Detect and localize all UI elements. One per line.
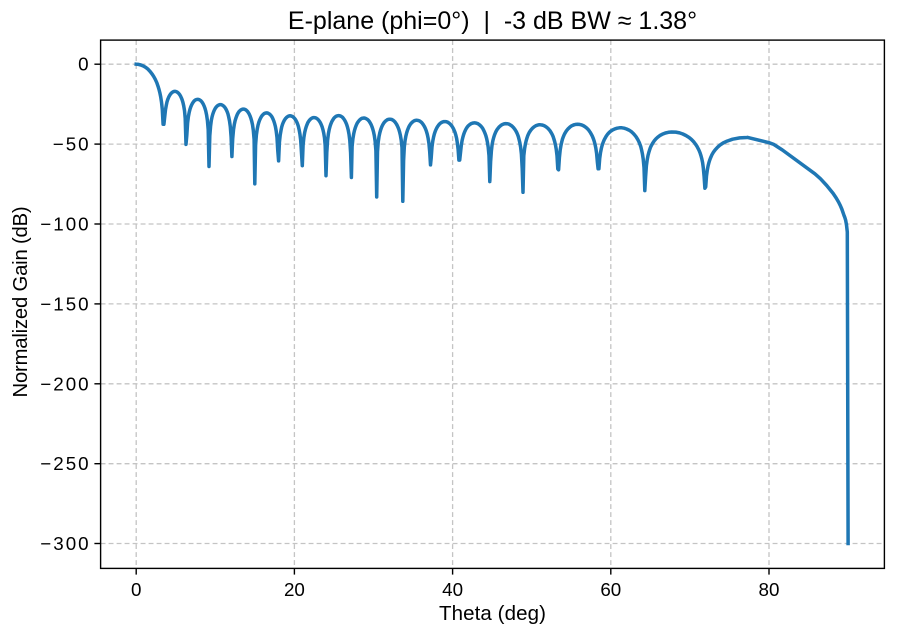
svg-text:60: 60	[600, 579, 621, 600]
svg-text:−250: −250	[40, 453, 90, 474]
svg-text:E-plane (phi=0°) | -3 dB BW: E-plane (phi=0°) | -3 dB BW ≈ 1.38°	[288, 7, 697, 35]
svg-text:−200: −200	[40, 373, 90, 394]
svg-text:Normalized Gain (dB): Normalized Gain (dB)	[10, 207, 32, 398]
svg-text:−50: −50	[53, 134, 91, 155]
svg-text:Theta (deg): Theta (deg)	[439, 602, 546, 625]
svg-text:20: 20	[284, 579, 305, 600]
svg-text:0: 0	[131, 579, 141, 600]
svg-text:80: 80	[759, 579, 780, 600]
svg-text:40: 40	[442, 579, 463, 600]
svg-text:−150: −150	[40, 293, 90, 314]
svg-text:−100: −100	[40, 214, 90, 235]
svg-text:−300: −300	[40, 533, 90, 554]
svg-text:0: 0	[78, 54, 90, 75]
